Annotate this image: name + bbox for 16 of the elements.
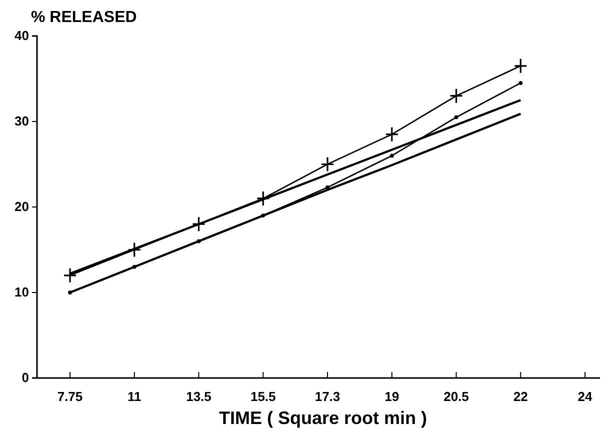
y-tick-label: 40	[14, 28, 29, 44]
y-tick-label: 0	[22, 370, 29, 386]
x-tick-label: 13.5	[186, 389, 212, 404]
y-tick-label: 20	[14, 199, 29, 214]
x-tick-label: 17.3	[314, 389, 340, 404]
x-tick-label: 22	[513, 389, 528, 404]
x-tick-label: 19	[384, 389, 400, 404]
x-tick-label: 24	[578, 389, 593, 404]
y-tick-label: 10	[14, 284, 29, 300]
y-tick-label: 30	[14, 114, 29, 129]
x-tick-label: 7.75	[57, 389, 83, 404]
x-tick-label: 11	[128, 389, 142, 404]
x-tick-label: 20.5	[444, 389, 469, 404]
y-axis-title: % RELEASED	[31, 9, 137, 26]
x-axis-title: TIME ( Square root min )	[218, 408, 428, 428]
x-tick-label: 15.5	[250, 389, 276, 404]
